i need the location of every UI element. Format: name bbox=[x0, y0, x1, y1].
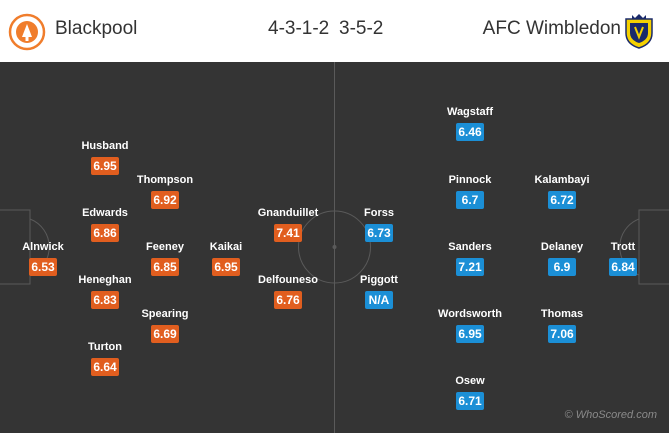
away-player-thomas[interactable]: Thomas 7.06 bbox=[514, 307, 610, 343]
home-player-edwards[interactable]: Edwards 6.86 bbox=[57, 206, 153, 242]
player-rating: 6.69 bbox=[151, 325, 179, 343]
player-rating: 6.64 bbox=[91, 358, 119, 376]
player-rating: 6.7 bbox=[456, 191, 484, 209]
player-name: Sanders bbox=[448, 241, 492, 253]
away-team-name: AFC Wimbledon bbox=[482, 18, 621, 39]
player-rating: 7.41 bbox=[274, 224, 302, 242]
player-rating: 6.76 bbox=[274, 291, 302, 309]
player-rating: 6.95 bbox=[91, 157, 119, 175]
home-player-turton[interactable]: Turton 6.64 bbox=[57, 340, 153, 376]
pitch-markings bbox=[0, 62, 669, 433]
player-name: Feeney bbox=[146, 241, 184, 253]
player-name: Turton bbox=[87, 341, 122, 353]
player-name: Delaney bbox=[540, 241, 584, 253]
away-player-trott[interactable]: Trott 6.84 bbox=[575, 240, 669, 276]
player-name: Edwards bbox=[82, 207, 128, 219]
pitch: Alnwick 6.53 Husband 6.95 Edwards 6.86 H… bbox=[0, 62, 669, 433]
home-formation: 4-3-1-2 bbox=[268, 18, 330, 39]
player-name: Piggott bbox=[360, 274, 398, 286]
away-player-osew[interactable]: Osew 6.71 bbox=[422, 374, 518, 410]
player-name: Delfouneso bbox=[258, 274, 318, 286]
player-name: Gnanduillet bbox=[257, 207, 319, 219]
player-rating: 6.85 bbox=[151, 258, 179, 276]
player-rating: 6.95 bbox=[212, 258, 240, 276]
away-player-pinnock[interactable]: Pinnock 6.7 bbox=[422, 173, 518, 209]
player-rating: 6.86 bbox=[91, 224, 119, 242]
home-player-husband[interactable]: Husband 6.95 bbox=[57, 139, 153, 175]
player-rating: 7.21 bbox=[456, 258, 484, 276]
away-player-wagstaff[interactable]: Wagstaff 6.46 bbox=[422, 105, 518, 141]
player-name: Thompson bbox=[136, 174, 194, 186]
away-player-forss[interactable]: Forss 6.73 bbox=[331, 206, 427, 242]
player-name: Husband bbox=[81, 140, 129, 152]
player-rating: 6.73 bbox=[365, 224, 393, 242]
home-player-alnwick[interactable]: Alnwick 6.53 bbox=[0, 240, 91, 276]
away-player-piggott[interactable]: Piggott N/A bbox=[331, 273, 427, 309]
player-rating: 6.53 bbox=[29, 258, 57, 276]
home-player-heneghan[interactable]: Heneghan 6.83 bbox=[57, 273, 153, 309]
player-rating: 6.84 bbox=[609, 258, 637, 276]
player-rating: 6.9 bbox=[548, 258, 576, 276]
blackpool-crest-icon bbox=[8, 13, 46, 51]
home-player-thompson[interactable]: Thompson 6.92 bbox=[117, 173, 213, 209]
player-rating: 6.72 bbox=[548, 191, 576, 209]
player-name: Osew bbox=[455, 375, 485, 387]
player-name: Pinnock bbox=[448, 174, 492, 186]
home-player-delfouneso[interactable]: Delfouneso 6.76 bbox=[240, 273, 336, 309]
player-name: Heneghan bbox=[78, 274, 132, 286]
player-name: Wordsworth bbox=[438, 308, 502, 320]
home-player-feeney[interactable]: Feeney 6.85 bbox=[117, 240, 213, 276]
player-name: Kaikai bbox=[209, 241, 243, 253]
home-player-gnanduillet[interactable]: Gnanduillet 7.41 bbox=[240, 206, 336, 242]
player-name: Spearing bbox=[141, 308, 189, 320]
player-rating: 6.46 bbox=[456, 123, 484, 141]
match-header: Blackpool 4-3-1-2 3-5-2 AFC Wimbledon bbox=[0, 0, 669, 62]
home-team-name: Blackpool bbox=[55, 18, 138, 39]
player-name: Alnwick bbox=[22, 241, 64, 253]
player-rating: 6.83 bbox=[91, 291, 119, 309]
player-rating: N/A bbox=[365, 291, 393, 309]
player-rating: 6.95 bbox=[456, 325, 484, 343]
player-name: Trott bbox=[610, 241, 636, 253]
player-rating: 7.06 bbox=[548, 325, 576, 343]
player-rating: 6.92 bbox=[151, 191, 179, 209]
player-name: Kalambayi bbox=[534, 174, 590, 186]
afc-wimbledon-crest-icon bbox=[625, 14, 653, 49]
player-name: Wagstaff bbox=[446, 106, 494, 118]
away-player-kalambayi[interactable]: Kalambayi 6.72 bbox=[514, 173, 610, 209]
home-player-spearing[interactable]: Spearing 6.69 bbox=[117, 307, 213, 343]
away-player-wordsworth[interactable]: Wordsworth 6.95 bbox=[422, 307, 518, 343]
player-name: Thomas bbox=[540, 308, 584, 320]
whoscored-watermark: © WhoScored.com bbox=[564, 409, 657, 421]
player-rating: 6.71 bbox=[456, 392, 484, 410]
away-formation: 3-5-2 bbox=[339, 18, 384, 39]
away-player-delaney[interactable]: Delaney 6.9 bbox=[514, 240, 610, 276]
player-name: Forss bbox=[364, 207, 394, 219]
home-player-kaikai[interactable]: Kaikai 6.95 bbox=[178, 240, 274, 276]
away-player-sanders[interactable]: Sanders 7.21 bbox=[422, 240, 518, 276]
